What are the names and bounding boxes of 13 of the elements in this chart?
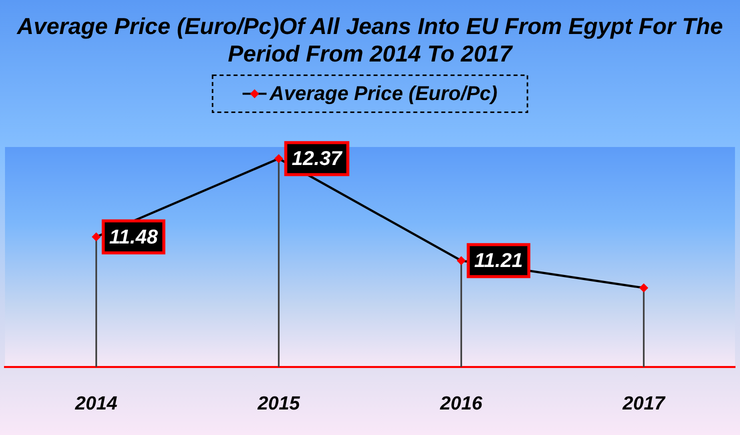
data-label: 11.21 xyxy=(474,250,523,272)
x-tick-label: 2014 xyxy=(74,394,118,415)
point xyxy=(639,284,648,292)
x-tick-label: 2017 xyxy=(622,394,666,415)
point xyxy=(456,256,466,265)
data-label: 11.48 xyxy=(109,226,159,248)
chart-title: Average Price (Euro/Pc)Of All Jeans Into EU From Egypt For The Period From 2014 To 2017 xyxy=(16,13,724,67)
legend-label: Average Price (Euro/Pc) xyxy=(268,83,498,106)
point xyxy=(274,154,284,163)
x-tick-label: 2015 xyxy=(256,394,300,415)
data-label: 12.37 xyxy=(292,148,343,170)
point xyxy=(92,232,101,242)
x-tick-label: 2016 xyxy=(439,394,483,415)
